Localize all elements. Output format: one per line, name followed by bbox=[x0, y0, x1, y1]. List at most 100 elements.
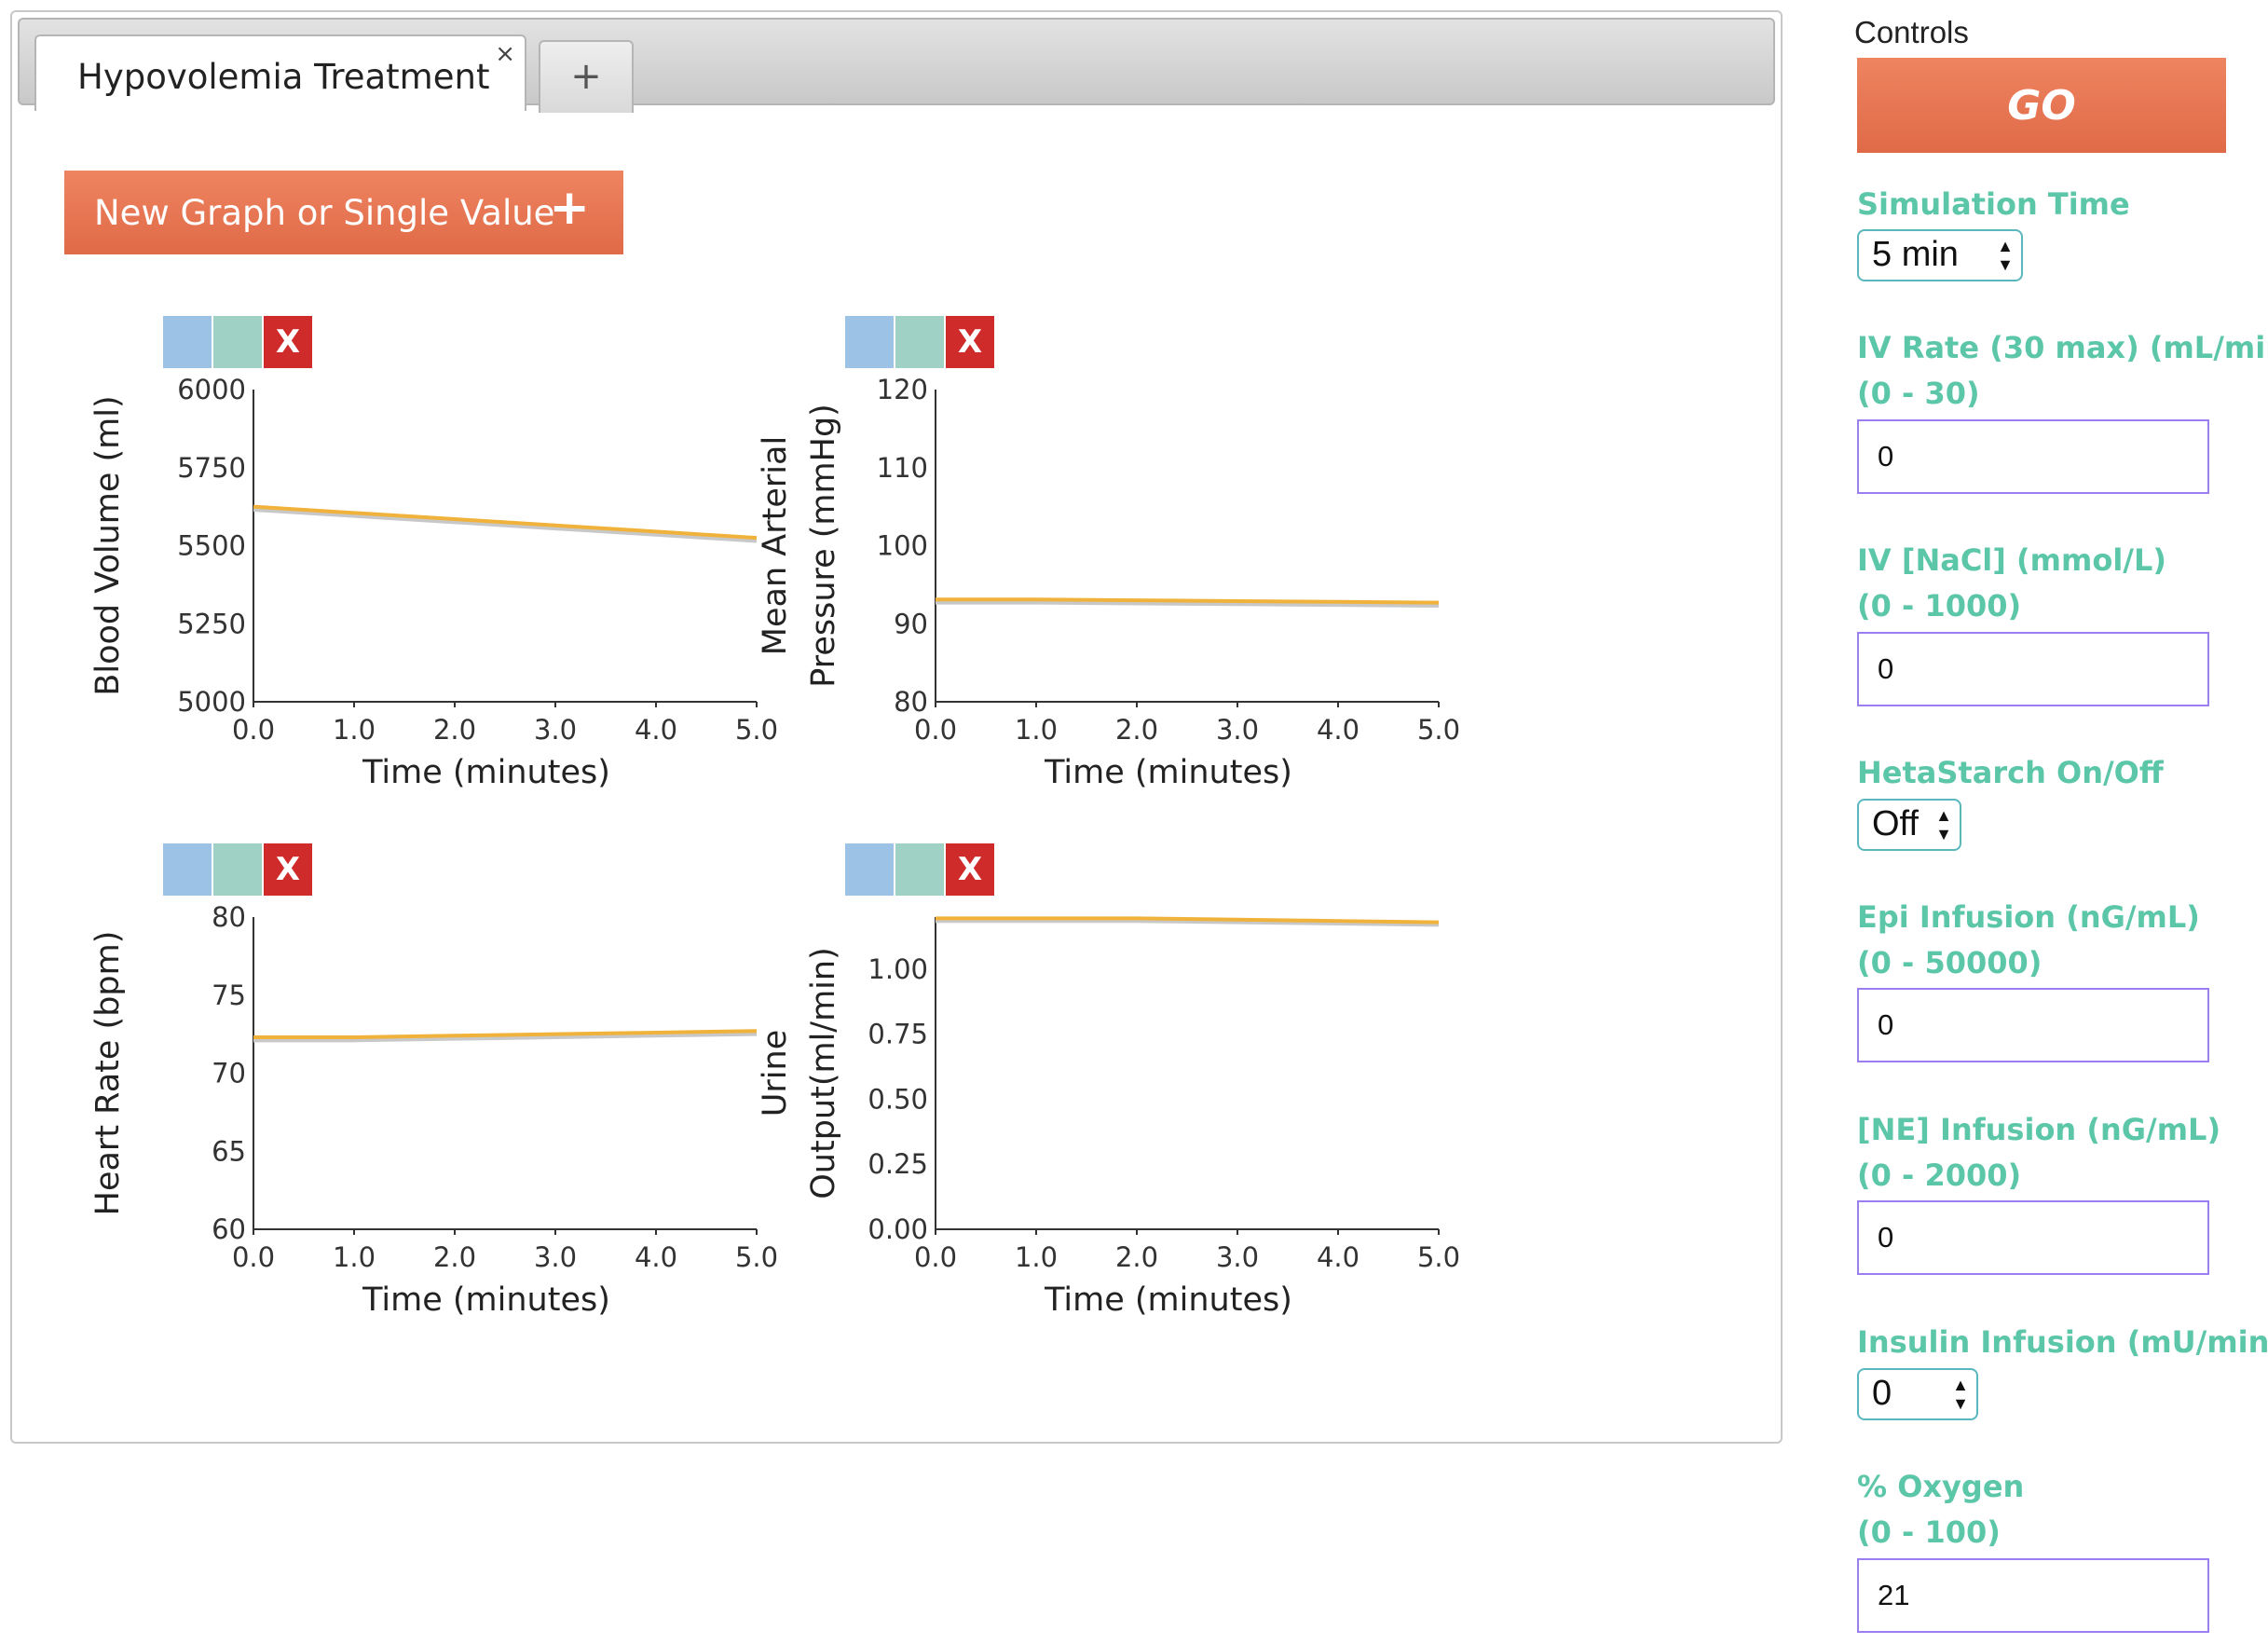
x-axis-title: Time (minutes) bbox=[362, 754, 610, 791]
move-icon[interactable] bbox=[846, 316, 944, 401]
chart-mean-arterial-pressure: 120 110 100 90 800.0 1.0 2.0 3.0 4.0 5.0 Time (min… bbox=[757, 374, 1460, 791]
series-line-baseline bbox=[253, 1032, 758, 1043]
y-tick-label: 90 bbox=[894, 608, 928, 639]
tab-hypovolemia-treatment[interactable]: Hypovolemia Treatment × bbox=[34, 34, 526, 111]
new-graph-button-label: New Graph or Single Value bbox=[94, 192, 555, 233]
x-tick-label: 2.0 bbox=[1115, 1241, 1158, 1273]
move-icon[interactable] bbox=[164, 316, 262, 401]
y-tick-label: 100 bbox=[877, 530, 928, 562]
x-tick-label: 5.0 bbox=[735, 1241, 778, 1273]
x-axis-title: Time (minutes) bbox=[362, 1281, 610, 1319]
move-icon[interactable] bbox=[164, 843, 262, 928]
iv-rate-label-line1: IV Rate (30 max) (mL/min) bbox=[1857, 330, 2268, 365]
iv-rate-label-line2: (0 - 30) bbox=[1857, 376, 1980, 411]
iv-nacl-label-line2: (0 - 1000) bbox=[1857, 588, 2022, 623]
x-tick-label: 5.0 bbox=[735, 714, 778, 746]
simulation-time-select[interactable]: 5 min ▲ ▼ bbox=[1857, 229, 2023, 281]
y-tick-label: 5500 bbox=[177, 530, 246, 562]
zoom-icon[interactable] bbox=[845, 843, 894, 926]
insulin-infusion-value: 0 bbox=[1872, 1374, 1892, 1413]
go-button[interactable]: GO bbox=[1857, 58, 2226, 153]
simulation-time-value: 5 min bbox=[1872, 235, 1959, 274]
graph-toolbar: X bbox=[163, 316, 312, 401]
x-axis-title: Time (minutes) bbox=[1044, 1281, 1292, 1319]
y-tick-label: 120 bbox=[877, 374, 928, 405]
add-tab-button[interactable]: + bbox=[539, 40, 634, 113]
zoom-icon[interactable] bbox=[163, 316, 212, 399]
series-line-baseline bbox=[253, 507, 758, 543]
iv-nacl-label: IV [NaCl] (mmol/L) (0 - 1000) bbox=[1857, 538, 2166, 629]
graph-toolbar: X bbox=[845, 843, 994, 928]
y-axis-title: Heart Rate (bpm) bbox=[89, 931, 127, 1216]
series-line-primary bbox=[253, 1029, 758, 1039]
ne-infusion-label-line2: (0 - 2000) bbox=[1857, 1158, 2022, 1193]
y-axis-title: Pressure (mmHg) bbox=[805, 404, 842, 688]
oxygen-label-line1: % Oxygen bbox=[1857, 1469, 2025, 1504]
y-tick-label: 5250 bbox=[177, 608, 246, 639]
x-tick-label: 0.0 bbox=[914, 714, 957, 746]
y-tick-label: 5000 bbox=[177, 686, 246, 718]
tab-label: Hypovolemia Treatment bbox=[77, 57, 490, 97]
iv-nacl-input[interactable] bbox=[1857, 632, 2209, 706]
hetastarch-label: HetaStarch On/Off bbox=[1857, 755, 2164, 790]
oxygen-label: % Oxygen (0 - 100) bbox=[1857, 1464, 2024, 1555]
zoom-icon[interactable] bbox=[163, 843, 212, 926]
hetastarch-select[interactable]: Off ▲ ▼ bbox=[1857, 799, 1961, 851]
graph-toolbar: X bbox=[845, 316, 994, 401]
y-tick-label: 1.00 bbox=[868, 953, 928, 985]
x-tick-label: 4.0 bbox=[635, 714, 677, 746]
y-tick-label: 60 bbox=[212, 1213, 246, 1245]
y-tick-label: 80 bbox=[894, 686, 928, 718]
series-line-baseline bbox=[936, 600, 1440, 608]
x-axis-title: Time (minutes) bbox=[1044, 754, 1292, 791]
remove-graph-button[interactable]: X bbox=[264, 843, 312, 896]
iv-rate-label: IV Rate (30 max) (mL/min) (0 - 30) bbox=[1857, 325, 2268, 417]
y-tick-label: 0.00 bbox=[868, 1213, 928, 1245]
chart-blood-volume: 6000 5750 5500 5250 50000.0 1.0 2.0 3.0 4.0 5.0 Ti… bbox=[89, 374, 778, 791]
insulin-infusion-label: Insulin Infusion (mU/min) bbox=[1857, 1324, 2268, 1360]
x-tick-label: 1.0 bbox=[1015, 1241, 1058, 1273]
select-arrows-icon: ▲ ▼ bbox=[1952, 1376, 1969, 1413]
new-graph-button[interactable]: New Graph or Single Value + bbox=[64, 171, 623, 254]
x-tick-label: 3.0 bbox=[1216, 714, 1259, 746]
controls-title: Controls bbox=[1854, 15, 1969, 49]
epi-infusion-label: Epi Infusion (nG/mL) (0 - 50000) bbox=[1857, 895, 2200, 986]
epi-infusion-input[interactable] bbox=[1857, 988, 2209, 1062]
remove-graph-button[interactable]: X bbox=[946, 316, 994, 368]
x-tick-label: 3.0 bbox=[1216, 1241, 1259, 1273]
y-axis-title: Mean Arterial bbox=[757, 436, 794, 655]
graph-mean-arterial-pressure: X 120 110 100 90 80 0.0 1.0 2.0 3.0 4.0 5.0 Time (mi… bbox=[748, 316, 1460, 819]
zoom-icon[interactable] bbox=[845, 316, 894, 399]
epi-infusion-label-line1: Epi Infusion (nG/mL) bbox=[1857, 899, 2200, 935]
simulation-time-label: Simulation Time bbox=[1857, 186, 2130, 222]
series-line-primary bbox=[936, 597, 1440, 605]
x-tick-label: 0.0 bbox=[232, 1241, 275, 1273]
x-tick-label: 0.0 bbox=[914, 1241, 957, 1273]
y-axis-title: Blood Volume (ml) bbox=[89, 395, 127, 695]
y-tick-label: 0.50 bbox=[868, 1083, 928, 1115]
x-tick-label: 5.0 bbox=[1417, 714, 1460, 746]
y-tick-label: 75 bbox=[212, 980, 246, 1011]
graph-urine-output: X 1.00 0.75 0.50 0.25 0.00 0.0 1.0 2.0 3.0 4.0 5.0 T… bbox=[748, 843, 1460, 1347]
remove-graph-button[interactable]: X bbox=[946, 843, 994, 896]
graph-heart-rate: X 80 75 70 65 60 0.0 1.0 2.0 3.0 4.0 5.0 Time (minut… bbox=[66, 843, 778, 1347]
y-tick-label: 0.75 bbox=[868, 1019, 928, 1050]
x-tick-label: 1.0 bbox=[333, 1241, 376, 1273]
select-arrows-icon: ▲ ▼ bbox=[1935, 806, 1952, 843]
hetastarch-value: Off bbox=[1872, 804, 1919, 843]
insulin-infusion-select[interactable]: 0 ▲ ▼ bbox=[1857, 1368, 1978, 1420]
y-tick-label: 6000 bbox=[177, 374, 246, 405]
y-tick-label: 5750 bbox=[177, 452, 246, 484]
remove-graph-button[interactable]: X bbox=[264, 316, 312, 368]
series-line-primary bbox=[253, 504, 758, 541]
tab-close-icon[interactable]: × bbox=[495, 40, 515, 68]
oxygen-input[interactable] bbox=[1857, 1558, 2209, 1633]
x-tick-label: 4.0 bbox=[1317, 714, 1359, 746]
ne-infusion-label-line1: [NE] Infusion (nG/mL) bbox=[1857, 1112, 2221, 1147]
iv-rate-input[interactable] bbox=[1857, 419, 2209, 494]
x-tick-label: 1.0 bbox=[333, 714, 376, 746]
move-icon[interactable] bbox=[846, 843, 944, 928]
chart-urine-output: 1.00 0.75 0.50 0.25 0.000.0 1.0 2.0 3.0 4.0 5.0 Ti… bbox=[757, 916, 1460, 1319]
ne-infusion-input[interactable] bbox=[1857, 1200, 2209, 1275]
epi-infusion-label-line2: (0 - 50000) bbox=[1857, 945, 2043, 980]
